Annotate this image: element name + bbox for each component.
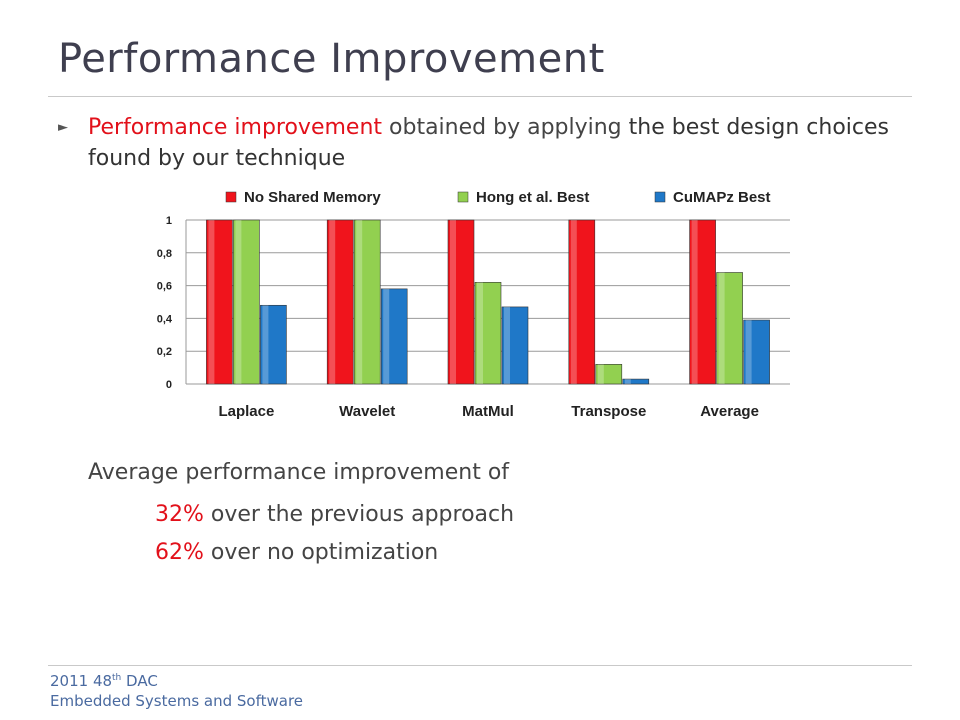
summary-line-previous: 32% over the previous approach	[155, 502, 514, 527]
bar-no-shared-memory-wavelet	[326, 219, 354, 385]
bar-cumapz-best-average	[743, 319, 770, 385]
footer-sup: th	[112, 673, 122, 683]
footer-divider	[48, 665, 912, 666]
footer-dac: DAC	[121, 672, 158, 690]
text-previous: over the previous approach	[203, 502, 515, 527]
x-axis-ticks: Laplace Wavelet MatMul Transpose Average	[218, 403, 758, 420]
bar-highlight	[745, 320, 752, 384]
bar-highlight	[208, 220, 215, 384]
y-tick-label: 0,8	[157, 248, 172, 260]
bar-highlight	[262, 305, 269, 384]
bar-hong-et-al-best-average	[716, 272, 743, 385]
footer-track: Embedded Systems and Software	[50, 692, 304, 710]
bar-no-shared-memory-laplace	[206, 219, 233, 385]
bar-cumapz-best-matmul	[501, 306, 529, 385]
bar-hong-et-al-best-laplace	[233, 219, 260, 385]
y-tick-label: 0	[166, 379, 172, 391]
bar-no-shared-memory-average	[689, 219, 716, 385]
legend-swatch	[457, 191, 469, 203]
text-none: over no optimization	[203, 540, 439, 565]
legend-label: CuMAPz Best	[673, 189, 771, 206]
y-tick-label: 0,4	[157, 313, 173, 325]
bar-highlight	[691, 220, 698, 384]
bar-highlight	[504, 306, 510, 384]
bar-highlight	[235, 220, 242, 384]
legend-swatch	[654, 191, 666, 203]
footer-year: 2011 48	[50, 672, 113, 690]
y-tick-label: 0,6	[157, 281, 172, 293]
bar-cumapz-best-laplace	[260, 304, 287, 385]
title-divider	[48, 96, 912, 97]
chart-legend: No Shared Memory Hong et al. Best CuMAPz B…	[225, 189, 771, 206]
bullet-arrow-icon: ►	[58, 120, 68, 135]
summary-heading: Average performance improvement of	[88, 460, 510, 485]
bullet-point: ► Performance improvement obtained by ap…	[58, 112, 908, 174]
bar-cumapz-best-transpose	[622, 378, 650, 385]
bar-hong-et-al-best-matmul	[474, 282, 502, 385]
chart-bars	[206, 219, 770, 385]
bar-hong-et-al-best-wavelet	[353, 219, 381, 385]
x-tick-label: MatMul	[462, 403, 514, 420]
x-tick-label: Transpose	[571, 403, 646, 420]
performance-bar-chart: No Shared Memory Hong et al. Best CuMAPz B…	[157, 189, 790, 420]
y-axis-ticks: 0 0,2 0,4 0,6 0,8 1	[157, 215, 173, 391]
legend-label: Hong et al. Best	[476, 189, 589, 206]
bar-highlight	[597, 364, 604, 384]
pct-none: 62%	[155, 540, 204, 565]
pct-previous: 32%	[155, 502, 204, 527]
bar-highlight	[383, 288, 390, 384]
bar-highlight	[718, 272, 725, 384]
bullet-emphasis: the best design choices found by our tec…	[88, 115, 889, 171]
bullet-middle: obtained by applying	[382, 115, 629, 140]
bar-cumapz-best-wavelet	[380, 288, 408, 385]
bar-highlight	[356, 220, 363, 384]
y-tick-label: 0,2	[157, 346, 172, 358]
bar-hong-et-al-best-transpose	[595, 364, 623, 385]
bullet-text: Performance improvement obtained by appl…	[88, 112, 908, 174]
bar-highlight	[450, 220, 456, 384]
bar-highlight	[329, 220, 336, 384]
summary-line-none: 62% over no optimization	[155, 540, 438, 565]
footer: 2011 48th DAC Embedded Systems and Softw…	[50, 668, 303, 711]
bar-highlight	[477, 282, 483, 384]
y-tick-label: 1	[166, 215, 172, 227]
x-tick-label: Laplace	[218, 403, 274, 420]
x-tick-label: Average	[700, 403, 759, 420]
bar-highlight	[624, 379, 631, 384]
slide-title: Performance Improvement	[58, 36, 605, 82]
x-tick-label: Wavelet	[339, 403, 395, 420]
footer-event: 2011 48th DAC	[50, 668, 303, 691]
legend-label: No Shared Memory	[244, 189, 381, 206]
legend-swatch	[225, 191, 237, 203]
bar-no-shared-memory-transpose	[568, 219, 596, 385]
bullet-highlight: Performance improvement	[88, 115, 383, 140]
bar-highlight	[570, 220, 577, 384]
bar-no-shared-memory-matmul	[447, 219, 475, 385]
